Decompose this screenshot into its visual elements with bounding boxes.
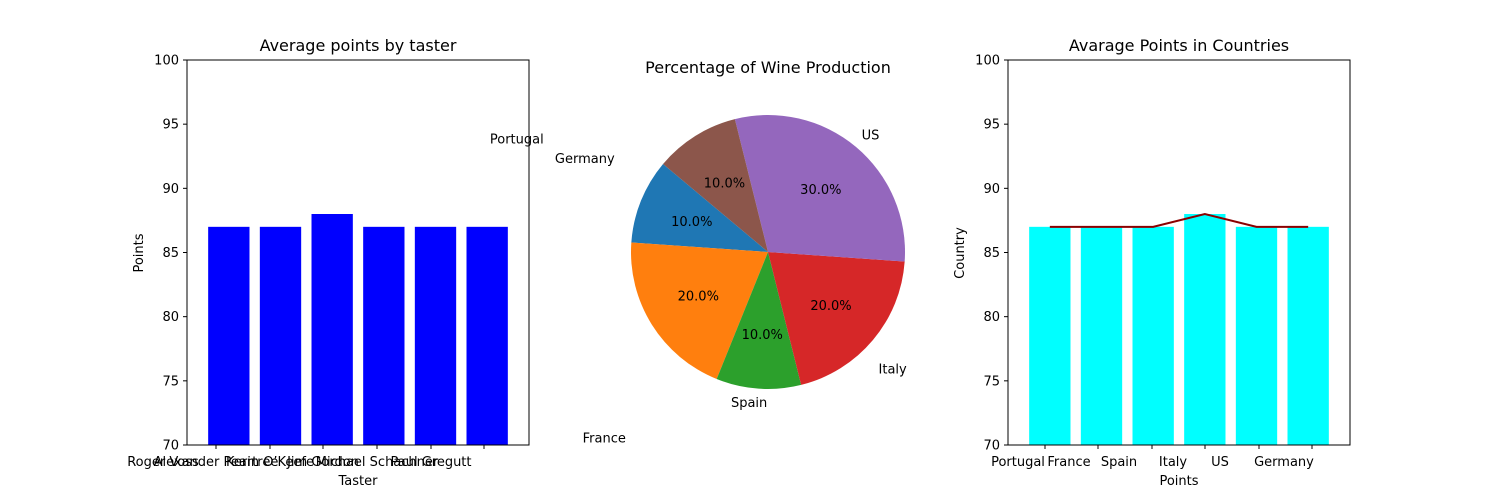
bar	[1235, 226, 1278, 445]
slice-category-label: Spain	[731, 396, 767, 411]
y-tick-label: 95	[162, 118, 179, 133]
y-tick-label: 90	[983, 182, 1000, 197]
pie-slice	[663, 119, 768, 252]
y-tick-label: 80	[162, 310, 179, 325]
pie-slice	[631, 242, 768, 380]
x-tick-label: Roger Voss	[127, 455, 199, 470]
x-axis-label: Taster	[338, 474, 379, 489]
x-tick-label: Germany	[1254, 455, 1314, 470]
slice-percent-label: 10.0%	[704, 176, 745, 191]
bar	[363, 226, 405, 445]
y-tick-label: 80	[983, 310, 1000, 325]
x-axis-label: Points	[1159, 474, 1198, 489]
bar	[466, 226, 508, 445]
y-axis-label: Country	[953, 227, 968, 279]
trend-line	[1049, 212, 1309, 228]
slice-percent-label: 30.0%	[800, 183, 841, 198]
slice-category-label: US	[862, 128, 880, 143]
chart-title: Average points by taster	[260, 36, 457, 55]
pie-slice	[734, 115, 905, 262]
slice-category-label: France	[583, 431, 626, 446]
x-tick-label: Italy	[1159, 455, 1188, 470]
bar	[1184, 214, 1226, 445]
bar	[1287, 226, 1329, 445]
x-tick-label: Michael Schachner	[316, 455, 439, 470]
x-tick-label: Paul Gregutt	[390, 455, 471, 470]
bar	[259, 226, 302, 445]
y-tick-label: 85	[162, 246, 179, 261]
slice-category-label: Italy	[879, 363, 908, 378]
x-tick-label: Portugal	[991, 455, 1045, 470]
y-tick-label: 100	[154, 54, 179, 69]
slice-percent-label: 20.0%	[678, 290, 719, 305]
y-tick-label: 100	[975, 54, 1000, 69]
y-tick-label: 70	[162, 439, 179, 454]
slice-category-label: Germany	[555, 152, 615, 167]
plot-frame	[186, 59, 530, 446]
x-tick-label: US	[1211, 455, 1229, 470]
slice-percent-label: 10.0%	[671, 215, 712, 230]
chart-title: Avarage Points in Countries	[1069, 36, 1289, 55]
bar	[311, 214, 353, 445]
bar	[1132, 226, 1174, 445]
country-bar-chart: Avarage Points in Countries Points Count…	[953, 36, 1351, 489]
y-axis-label: Points	[132, 233, 147, 272]
bar	[1080, 226, 1123, 445]
bar	[208, 226, 250, 445]
pie-slice	[716, 252, 802, 389]
pie-slice	[768, 252, 905, 385]
y-tick-label: 75	[162, 374, 179, 389]
x-tick-label: Alexander Peartree	[154, 455, 279, 470]
pie-slice	[631, 163, 768, 252]
y-tick-label: 70	[983, 439, 1000, 454]
y-tick-label: 75	[983, 374, 1000, 389]
slice-category-label: Portugal	[490, 133, 544, 148]
slice-percent-label: 10.0%	[742, 328, 783, 343]
bar	[1029, 226, 1071, 445]
chart-title: Percentage of Wine Production	[645, 58, 891, 77]
y-tick-label: 90	[162, 182, 179, 197]
bar	[414, 226, 457, 445]
y-tick-label: 95	[983, 118, 1000, 133]
x-tick-label: Jim Gordon	[286, 455, 359, 470]
wine-production-pie-chart: Percentage of Wine Production 10.0% Portu…	[490, 58, 907, 446]
x-tick-label: France	[1047, 455, 1090, 470]
y-tick-label: 85	[983, 246, 1000, 261]
x-tick-label: Spain	[1101, 455, 1137, 470]
taster-bar-chart: Average points by taster Taster Points 7…	[127, 36, 530, 489]
x-tick-label: Kerin O’Keefe	[226, 455, 314, 470]
plot-frame	[1007, 59, 1351, 446]
slice-percent-label: 20.0%	[810, 299, 851, 314]
